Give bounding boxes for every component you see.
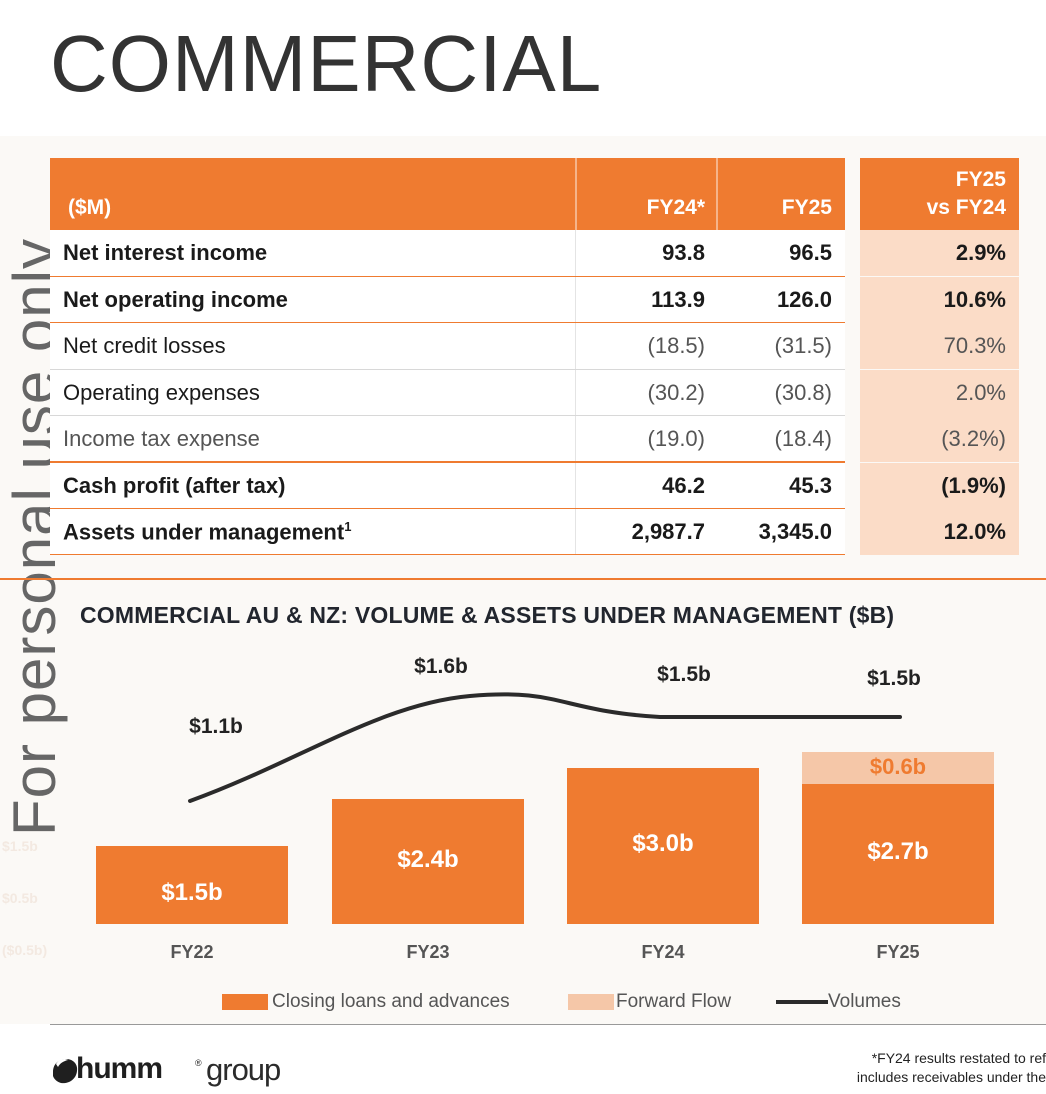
row-fy25: 3,345.0 — [758, 519, 832, 544]
row-fy25: (31.5) — [774, 333, 832, 358]
ghost-axis-label: ($0.5b) — [2, 942, 48, 958]
bar-label-fy23: $2.4b — [397, 845, 459, 873]
row-fy25: 45.3 — [789, 473, 832, 498]
x-axis-label-fy25: FY25 — [876, 942, 920, 962]
legend-swatch-volumes — [776, 1000, 828, 1004]
row-fy24: 93.8 — [662, 240, 705, 265]
bar-closing-loans-fy25 — [802, 783, 994, 924]
forward-flow-label-fy25: $0.6b — [869, 754, 927, 780]
row-fy25: (30.8) — [774, 380, 832, 405]
bar-label-fy25: $2.7b — [867, 837, 929, 865]
column-separator — [575, 416, 576, 462]
page-title: COMMERCIAL — [50, 19, 603, 108]
row-label: Net interest income — [63, 240, 268, 265]
footnote-line-2: includes receivables under the — [856, 1069, 1046, 1085]
column-separator — [575, 277, 576, 323]
footer-divider — [50, 1024, 1046, 1025]
column-separator — [575, 463, 576, 509]
row-fy24: (18.5) — [647, 333, 705, 358]
column-separator — [575, 509, 576, 555]
bar-label-fy24: $3.0b — [632, 830, 694, 857]
table-row: Net operating income 113.9 126.0 — [50, 277, 845, 323]
row-divider — [50, 369, 845, 370]
header-unit-label: ($M) — [68, 196, 112, 219]
legend-label-volumes: Volumes — [828, 991, 901, 1012]
row-divider — [50, 554, 845, 555]
chart-title: COMMERCIAL AU & NZ: VOLUME & ASSETS UNDE… — [80, 602, 895, 628]
section-divider — [0, 578, 1046, 580]
table-header: ($M) FY24* FY25 — [50, 158, 845, 230]
volume-label-fy22: $1.1b — [189, 715, 243, 738]
volume-label-fy24: $1.5b — [657, 663, 711, 686]
row-label: Net credit losses — [63, 333, 226, 358]
volume-label-fy25: $1.5b — [867, 667, 921, 690]
row-fy25: (18.4) — [774, 426, 832, 451]
column-separator — [575, 370, 576, 416]
row-divider — [50, 415, 845, 416]
table-header-change: FY25 vs FY24 — [860, 158, 1019, 230]
header-fy24: FY24* — [646, 196, 705, 219]
footnote-marker: 1 — [344, 519, 352, 534]
chart-legend: Closing loans and advances Forward Flow … — [222, 990, 942, 1014]
legend-label-loans: Closing loans and advances — [272, 991, 510, 1012]
header-fy25: FY25 — [781, 196, 832, 219]
row-label: Cash profit (after tax) — [63, 473, 286, 498]
row-label: Assets under management1 — [63, 519, 352, 545]
table-row: Operating expenses (30.2) (30.8) — [50, 370, 845, 416]
x-axis-label-fy23: FY23 — [406, 942, 450, 962]
volume-label-fy23: $1.6b — [414, 655, 468, 678]
change-cell: 2.9% — [860, 230, 1019, 276]
legend-swatch-forward-flow — [568, 994, 614, 1010]
row-label: Net operating income — [63, 287, 288, 312]
row-fy25: 96.5 — [789, 240, 832, 265]
change-cell: 70.3% — [860, 323, 1019, 369]
row-fy24: (19.0) — [647, 426, 705, 451]
ghost-axis-label: $0.5b — [2, 890, 38, 906]
bar-closing-loans-fy22 — [96, 846, 288, 924]
row-fy24: 113.9 — [651, 287, 705, 312]
header-change-line1: FY25 — [955, 168, 1006, 191]
row-divider — [50, 461, 845, 463]
header-separator — [716, 158, 718, 230]
table-row: Cash profit (after tax) 46.2 45.3 — [50, 463, 845, 509]
row-fy24: 46.2 — [662, 473, 705, 498]
change-cell: 2.0% — [860, 370, 1019, 416]
table-row: Income tax expense (19.0) (18.4) — [50, 416, 845, 462]
row-fy24: 2,987.7 — [631, 519, 705, 544]
logo-suffix: group — [206, 1052, 281, 1087]
table-row: Net interest income 93.8 96.5 — [50, 230, 845, 276]
registered-mark: ® — [195, 1058, 202, 1068]
row-label: Operating expenses — [63, 380, 260, 405]
change-cell: (3.2%) — [860, 416, 1019, 462]
row-fy25: 126.0 — [776, 287, 832, 312]
change-cell: 12.0% — [860, 509, 1019, 555]
bar-closing-loans-fy23 — [332, 799, 524, 924]
ghost-axis-label: $1.5b — [2, 838, 38, 854]
logo-word: humm — [76, 1052, 163, 1085]
change-cell: (1.9%) — [860, 463, 1019, 509]
bar-label-fy22: $1.5b — [161, 879, 223, 906]
row-label: Income tax expense — [63, 426, 260, 451]
change-cell: 10.6% — [860, 277, 1019, 323]
header-change-line2: vs FY24 — [926, 196, 1006, 219]
x-axis-label-fy24: FY24 — [641, 942, 685, 962]
header-separator — [575, 158, 577, 230]
legend-swatch-loans — [222, 994, 268, 1010]
column-separator — [575, 230, 576, 276]
humm-logo-icon — [53, 1059, 78, 1084]
footnote-line-1: *FY24 results restated to ref — [871, 1050, 1046, 1066]
legend-label-forward-flow: Forward Flow — [616, 991, 732, 1012]
table-row: Assets under management1 2,987.7 3,345.0 — [50, 509, 845, 555]
x-axis-label-fy22: FY22 — [170, 942, 214, 962]
column-separator — [575, 323, 576, 369]
table-row: Net credit losses (18.5) (31.5) — [50, 323, 845, 369]
row-fy24: (30.2) — [647, 380, 705, 405]
